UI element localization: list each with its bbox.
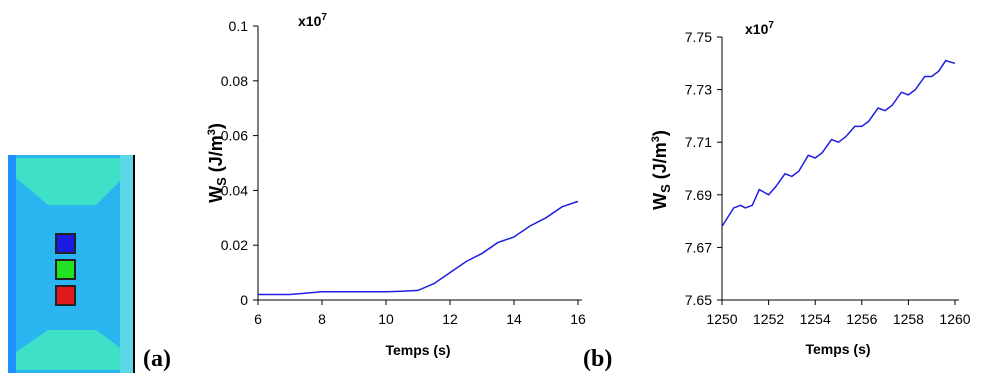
x-tick-label: 16 — [570, 311, 586, 327]
chart: 7.65 7.67 7.69 7.71 7.73 7.75 1250 1252 1254 1256… — [650, 20, 971, 357]
multiplier-exponent: 7 — [321, 12, 327, 23]
x-tick-label: 12 — [442, 311, 458, 327]
multiplier: x107 — [298, 12, 327, 29]
y-tick-label: 0.04 — [221, 182, 248, 198]
x-tick-label: 6 — [254, 311, 262, 327]
multiplier-exponent: 7 — [768, 20, 774, 31]
chart: 0 0.02 0.04 0.06 0.08 0.1 6 8 10 12 14 16 x107 Temps … — [206, 12, 586, 358]
grip-bottom — [16, 330, 126, 370]
y-label-sub: S — [658, 184, 673, 193]
y-tick-label: 0.08 — [221, 73, 248, 89]
y-label-text: (J/m — [206, 135, 226, 177]
y-tick-label: 7.75 — [685, 29, 712, 45]
panel-label: (b) — [583, 346, 612, 372]
y-label-main: W — [206, 186, 226, 203]
multiplier-base: x10 — [298, 13, 322, 29]
multiplier-base: x10 — [745, 21, 769, 37]
x-tick-label: 1258 — [893, 311, 924, 327]
y-tick-label: 0.06 — [221, 128, 248, 144]
y-label-end: ) — [650, 130, 670, 136]
y-axis-label: WS (J/m3) — [650, 130, 673, 210]
x-tick-label: 1260 — [939, 311, 970, 327]
y-label-text: (J/m — [650, 142, 670, 184]
x-tick-label: 1252 — [753, 311, 784, 327]
data-line — [258, 200, 579, 296]
y-tick-label: 7.67 — [685, 239, 712, 255]
y-tick-label: 0 — [240, 292, 248, 308]
y-tick-label: 7.71 — [685, 134, 712, 150]
y-tick-label: 7.69 — [685, 187, 712, 203]
thermal-image — [8, 155, 135, 373]
roi-red — [55, 285, 76, 306]
x-axis-label: Temps (s) — [385, 342, 450, 358]
data-line — [721, 59, 956, 227]
edge-line — [133, 155, 135, 373]
y-label-main: W — [650, 193, 670, 210]
y-label-end: ) — [206, 123, 226, 129]
grip-top — [16, 158, 126, 205]
x-tick-label: 1254 — [800, 311, 831, 327]
x-tick-label: 14 — [506, 311, 522, 327]
y-label-sup: 3 — [206, 129, 218, 135]
x-tick-label: 1250 — [706, 311, 737, 327]
y-label-sub: S — [214, 177, 229, 186]
x-tick-label: 8 — [318, 311, 326, 327]
y-tick-label: 7.73 — [685, 82, 712, 98]
multiplier: x107 — [745, 20, 774, 37]
panel-label: (a) — [143, 346, 171, 372]
x-axis-label: Temps (s) — [805, 341, 870, 357]
x-tick-label: 1256 — [846, 311, 877, 327]
y-tick-label: 0.02 — [221, 237, 248, 253]
edge — [120, 155, 135, 373]
roi-green — [55, 259, 76, 280]
x-tick-label: 10 — [378, 311, 394, 327]
roi-blue — [55, 233, 76, 254]
y-tick-label: 0.1 — [229, 18, 249, 34]
y-tick-label: 7.65 — [685, 292, 712, 308]
y-label-sup: 3 — [650, 136, 662, 142]
y-axis-label: WS (J/m3) — [206, 123, 229, 203]
